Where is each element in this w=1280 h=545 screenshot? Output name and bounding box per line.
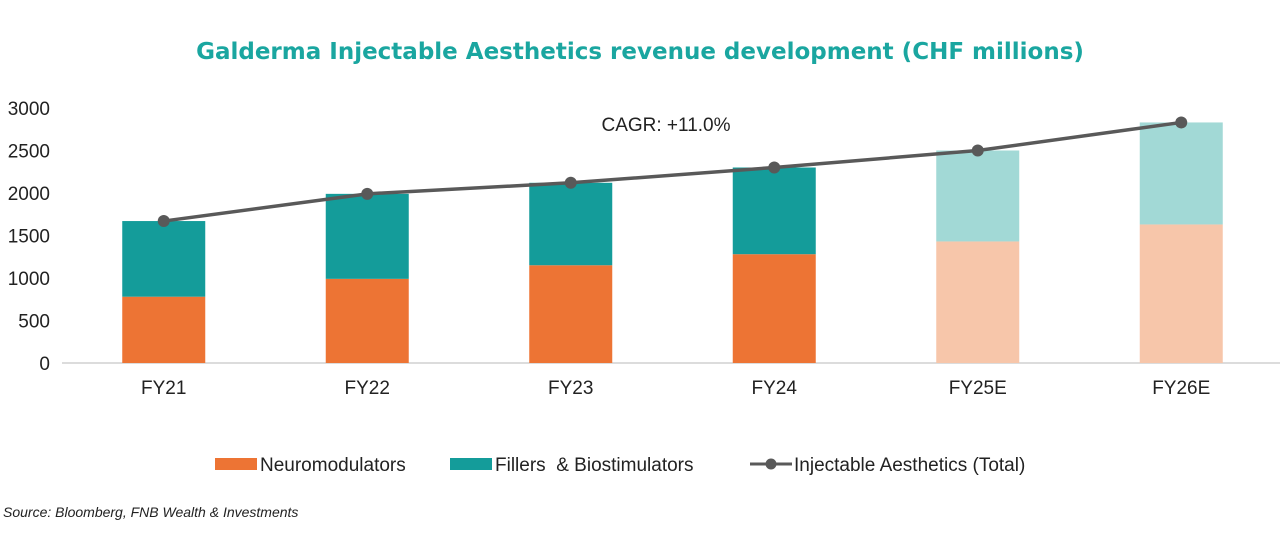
y-tick-label: 1500: [8, 227, 50, 248]
x-axis-ticks: FY21 FY22 FY23 FY24 FY25E FY26E: [141, 378, 1210, 399]
total-point-fy26e: [1175, 116, 1188, 129]
legend-label-total: Injectable Aesthetics (Total): [794, 455, 1025, 476]
bar-segment-neuromodulators-fy24: [732, 254, 816, 363]
total-point-fy23: [564, 176, 577, 189]
total-point-fy24: [768, 161, 781, 174]
x-tick-label: FY23: [548, 378, 593, 399]
legend-marker-total: [765, 458, 777, 470]
x-tick-label: FY25E: [949, 378, 1007, 399]
bar-segment-fillers-fy23: [529, 182, 613, 266]
y-tick-label: 2000: [8, 184, 50, 205]
x-tick-label: FY24: [752, 378, 798, 399]
chart-title: Galderma Injectable Aesthetics revenue d…: [196, 39, 1084, 65]
legend-label-fillers: Fillers & Biostimulators: [495, 455, 694, 476]
bar-segment-fillers-fy24: [732, 167, 816, 255]
legend-swatch-fillers: [450, 458, 492, 470]
total-point-fy25e: [971, 144, 984, 157]
legend: Neuromodulators Fillers & Biostimulators…: [215, 455, 1025, 476]
bar-segment-neuromodulators-fy21: [122, 296, 206, 363]
legend-label-neuromodulators: Neuromodulators: [260, 455, 406, 476]
y-tick-label: 2500: [8, 142, 50, 163]
y-tick-label: 3000: [8, 99, 50, 120]
y-tick-label: 1000: [8, 269, 50, 290]
y-tick-label: 0: [39, 354, 50, 375]
cagr-annotation: CAGR: +11.0%: [601, 115, 730, 136]
bar-segment-fillers-fy26e: [1139, 122, 1223, 225]
bar-segment-fillers-fy22: [325, 193, 409, 279]
bar-segment-fillers-fy25e: [936, 150, 1020, 242]
source-note: Source: Bloomberg, FNB Wealth & Investme…: [3, 504, 298, 520]
y-tick-label: 500: [18, 312, 50, 333]
bar-segment-neuromodulators-fy25e: [936, 241, 1020, 363]
total-line-series: [157, 116, 1188, 228]
bar-segment-fillers-fy21: [122, 221, 206, 297]
total-point-fy22: [361, 187, 374, 200]
bar-segment-neuromodulators-fy23: [529, 265, 613, 363]
legend-swatch-neuromodulators: [215, 458, 257, 470]
bars: [122, 122, 1223, 363]
total-line: [163, 120, 1182, 223]
bar-segment-neuromodulators-fy26e: [1139, 224, 1223, 363]
bar-segment-neuromodulators-fy22: [325, 278, 409, 363]
x-tick-label: FY21: [141, 378, 186, 399]
y-axis-ticks: 3000 2500 2000 1500 1000 500 0: [8, 99, 50, 375]
x-tick-label: FY22: [345, 378, 390, 399]
total-point-fy21: [157, 215, 170, 228]
x-tick-label: FY26E: [1152, 378, 1210, 399]
